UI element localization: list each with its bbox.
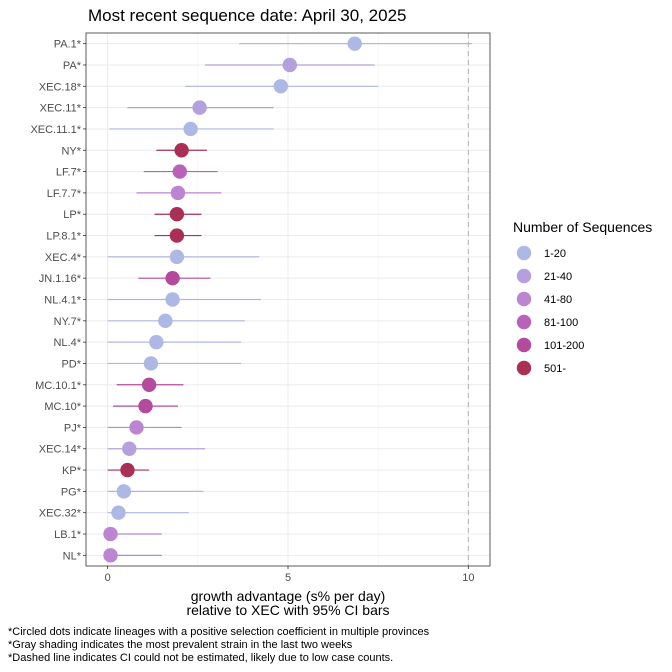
chart-title: Most recent sequence date: April 30, 202… (88, 6, 406, 25)
y-tick-label: PD* (61, 358, 81, 370)
data-point (170, 185, 186, 201)
data-point (174, 143, 189, 158)
legend-label: 501- (544, 363, 566, 375)
x-axis-label-line1: growth advantage (s% per day) (191, 588, 386, 604)
legend-key (516, 360, 532, 376)
y-tick-label: PA* (63, 60, 82, 72)
data-point (116, 484, 132, 499)
x-tick-label: 10 (462, 572, 474, 584)
footnote-circled-dots: *Circled dots indicate lineages with a p… (8, 626, 430, 638)
y-tick-label: PJ* (64, 422, 82, 434)
y-tick-label: XEC.18* (39, 81, 82, 93)
y-tick-label: KP* (62, 465, 82, 477)
y-tick-label: MC.10* (44, 401, 81, 413)
y-tick-label: XEC.14* (39, 444, 82, 456)
legend-label: 41-80 (544, 294, 572, 306)
data-point (111, 505, 126, 520)
y-tick-label: LP* (63, 209, 81, 221)
y-tick-label: NY.7* (54, 316, 82, 328)
y-tick-label: NL* (63, 550, 82, 562)
footnotes: *Circled dots indicate lineages with a p… (8, 626, 429, 665)
x-tick-label: 0 (105, 572, 111, 584)
data-point (138, 398, 153, 414)
legend-label: 101-200 (544, 340, 584, 352)
data-point (169, 249, 185, 265)
y-tick-label: LF.7.7* (47, 188, 82, 200)
y-tick-label: XEC.11* (40, 103, 82, 115)
y-tick-label: XEC.11.1* (30, 124, 81, 136)
y-tick-label: XEC.32* (39, 508, 82, 520)
data-point (192, 100, 207, 115)
x-axis-label-line2: relative to XEC with 95% CI bars (186, 602, 389, 618)
data-point (165, 270, 180, 286)
y-tick-label: NY* (61, 145, 81, 157)
legend-label: 81-100 (544, 317, 578, 329)
legend-title: Number of Sequences (513, 219, 652, 235)
plot-panel: PA.1* PA* XEC.18* XEC.11* XEC.11.1* NY* LF.7* L… (30, 32, 491, 584)
data-point (122, 441, 137, 456)
data-point (103, 548, 118, 563)
legend-label: 21-40 (544, 271, 572, 283)
data-point (282, 57, 298, 73)
y-tick-label: PA.1* (54, 39, 82, 51)
data-point (158, 313, 173, 329)
legend: Number of Sequences 1-20 21-40 41-80 81-100… (513, 219, 652, 376)
legend-label: 1-20 (544, 248, 566, 260)
data-point (273, 79, 288, 94)
legend-key (516, 314, 532, 330)
legend-key (516, 337, 532, 353)
data-point (169, 207, 185, 222)
y-tick-label: JN.1.16* (39, 273, 82, 285)
data-point (103, 526, 118, 542)
y-tick-label: NL.4.1* (44, 295, 81, 307)
data-point (165, 292, 180, 307)
data-point (169, 228, 185, 243)
legend-key (516, 245, 532, 261)
y-tick-label: NL.4* (53, 337, 81, 349)
y-tick-label: LP.8.1* (46, 231, 81, 243)
y-tick-label: MC.10.1* (35, 380, 82, 392)
footnote-dashed-line: *Dashed line indicates CI could not be e… (8, 652, 394, 664)
data-point (120, 462, 135, 478)
legend-key (516, 291, 532, 307)
data-point (143, 356, 159, 371)
legend-key (516, 268, 532, 284)
x-tick-label: 5 (285, 572, 291, 584)
y-tick-label: XEC.4* (45, 252, 82, 264)
y-tick-label: PG* (61, 486, 82, 498)
data-point (347, 36, 362, 51)
data-point (149, 334, 164, 350)
y-tick-label: LB.1* (54, 529, 82, 541)
footnote-gray-shading: *Gray shading indicates the most prevale… (8, 639, 353, 651)
growth-advantage-chart: Most recent sequence date: April 30, 202… (30, 6, 652, 618)
data-point (141, 377, 157, 392)
data-point (183, 121, 198, 137)
data-point (129, 420, 144, 435)
y-tick-label: LF.7* (56, 167, 82, 179)
data-point (172, 164, 187, 179)
